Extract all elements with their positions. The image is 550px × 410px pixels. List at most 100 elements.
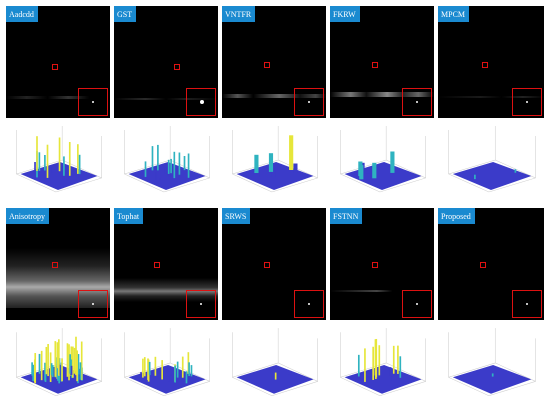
- background-clutter: [438, 96, 544, 98]
- surface-peak: [40, 350, 43, 381]
- surface-plot-svg: [232, 126, 318, 193]
- surface-peak: [359, 165, 364, 180]
- target-marker: [372, 62, 378, 68]
- image-panel-srws: SRWS: [222, 208, 326, 320]
- surface-peak: [164, 167, 167, 174]
- surface-peak: [63, 156, 65, 176]
- surface-peak: [161, 360, 163, 380]
- background-clutter: [330, 290, 434, 292]
- surface-peak: [77, 354, 80, 375]
- surface-base: [452, 162, 532, 190]
- target-marker: [264, 62, 270, 68]
- surface-peak: [47, 343, 49, 377]
- target-dot: [416, 303, 418, 305]
- surface-peak: [33, 359, 36, 383]
- surface-peak: [58, 364, 61, 376]
- surface-peak: [140, 372, 142, 380]
- surface-peak: [185, 371, 188, 384]
- surface-peak: [45, 346, 48, 375]
- zoom-inset: [294, 290, 324, 318]
- surface-plot-aadcdd: [6, 122, 110, 202]
- surface-peak: [178, 152, 181, 175]
- surface-peak: [491, 373, 494, 377]
- surface-plot-gst: [114, 122, 218, 202]
- zoom-inset: [78, 88, 108, 116]
- surface-peak: [51, 365, 54, 378]
- surface-peak: [176, 361, 179, 378]
- panel-label: VNTFR: [222, 6, 256, 22]
- surface-peak: [514, 169, 517, 173]
- axes-frame: [232, 126, 318, 193]
- surface-plot-srws: [222, 324, 326, 406]
- surface-peak: [54, 341, 57, 377]
- surface-peak: [75, 336, 77, 376]
- target-marker: [480, 262, 486, 268]
- axes-frame: [124, 126, 210, 193]
- surface-plot-svg: [124, 328, 210, 397]
- image-panel-fkrw: FKRW: [330, 6, 434, 118]
- surface-peak: [170, 158, 172, 174]
- surface-peak: [49, 352, 52, 383]
- surface-peak: [154, 356, 157, 376]
- zoom-inset: [512, 290, 542, 318]
- surface-base: [344, 365, 422, 394]
- surface-peak: [357, 354, 360, 377]
- surface-peak: [51, 165, 54, 173]
- zoom-inset: [186, 290, 216, 318]
- surface-peak: [399, 356, 402, 378]
- surface-peak: [364, 348, 366, 382]
- surface-peak: [50, 363, 53, 376]
- panel-label: Aadcdd: [6, 6, 38, 22]
- surface-peak: [151, 146, 154, 171]
- surface-peak: [372, 162, 377, 179]
- axes-frame: [448, 328, 536, 397]
- surface-peak: [38, 353, 41, 374]
- surface-peak: [289, 135, 294, 170]
- surface-peak: [68, 142, 71, 176]
- surface-peak: [188, 362, 190, 377]
- target-marker: [52, 64, 58, 70]
- surface-peak: [80, 341, 83, 381]
- surface-peak: [254, 154, 259, 173]
- surface-peak: [155, 172, 157, 180]
- image-panel-mpcm: MPCM: [438, 6, 544, 118]
- surface-peak: [61, 358, 63, 382]
- surface-plot-fstnn: [330, 324, 434, 406]
- surface-peak: [70, 365, 73, 375]
- surface-plot-svg: [124, 126, 210, 193]
- surface-peak: [77, 368, 79, 384]
- surface-peak: [157, 144, 159, 171]
- zoom-inset: [78, 290, 108, 318]
- surface-peak: [365, 173, 371, 180]
- surface-peak: [79, 362, 82, 380]
- surface-peak: [372, 346, 374, 380]
- surface-peak: [36, 136, 38, 171]
- panel-label: MPCM: [438, 6, 470, 22]
- panel-label: GST: [114, 6, 137, 22]
- panel-label: FSTNN: [330, 208, 363, 224]
- surface-peak: [142, 358, 144, 378]
- surface-peak: [476, 374, 479, 376]
- surface-plot-mpcm: [438, 122, 544, 202]
- target-marker: [372, 262, 378, 268]
- target-marker: [154, 262, 160, 268]
- surface-plot-fkrw: [330, 122, 434, 202]
- panel-label: Tophat: [114, 208, 144, 224]
- surface-peak: [68, 344, 70, 381]
- surface-peak: [58, 371, 60, 384]
- surface-plot-tophat: [114, 324, 218, 406]
- surface-base: [128, 365, 206, 394]
- zoom-inset: [186, 88, 216, 116]
- surface-peak: [69, 354, 71, 374]
- surface-peak: [32, 364, 34, 382]
- surface-peak: [73, 347, 76, 374]
- surface-peak: [181, 356, 184, 378]
- image-panel-proposed: Proposed: [438, 208, 544, 320]
- background-clutter: [114, 98, 218, 100]
- background-clutter: [222, 94, 326, 98]
- surface-peak: [56, 342, 59, 380]
- axes-frame: [16, 126, 102, 193]
- surface-peak: [374, 339, 377, 376]
- axes-frame: [340, 328, 426, 397]
